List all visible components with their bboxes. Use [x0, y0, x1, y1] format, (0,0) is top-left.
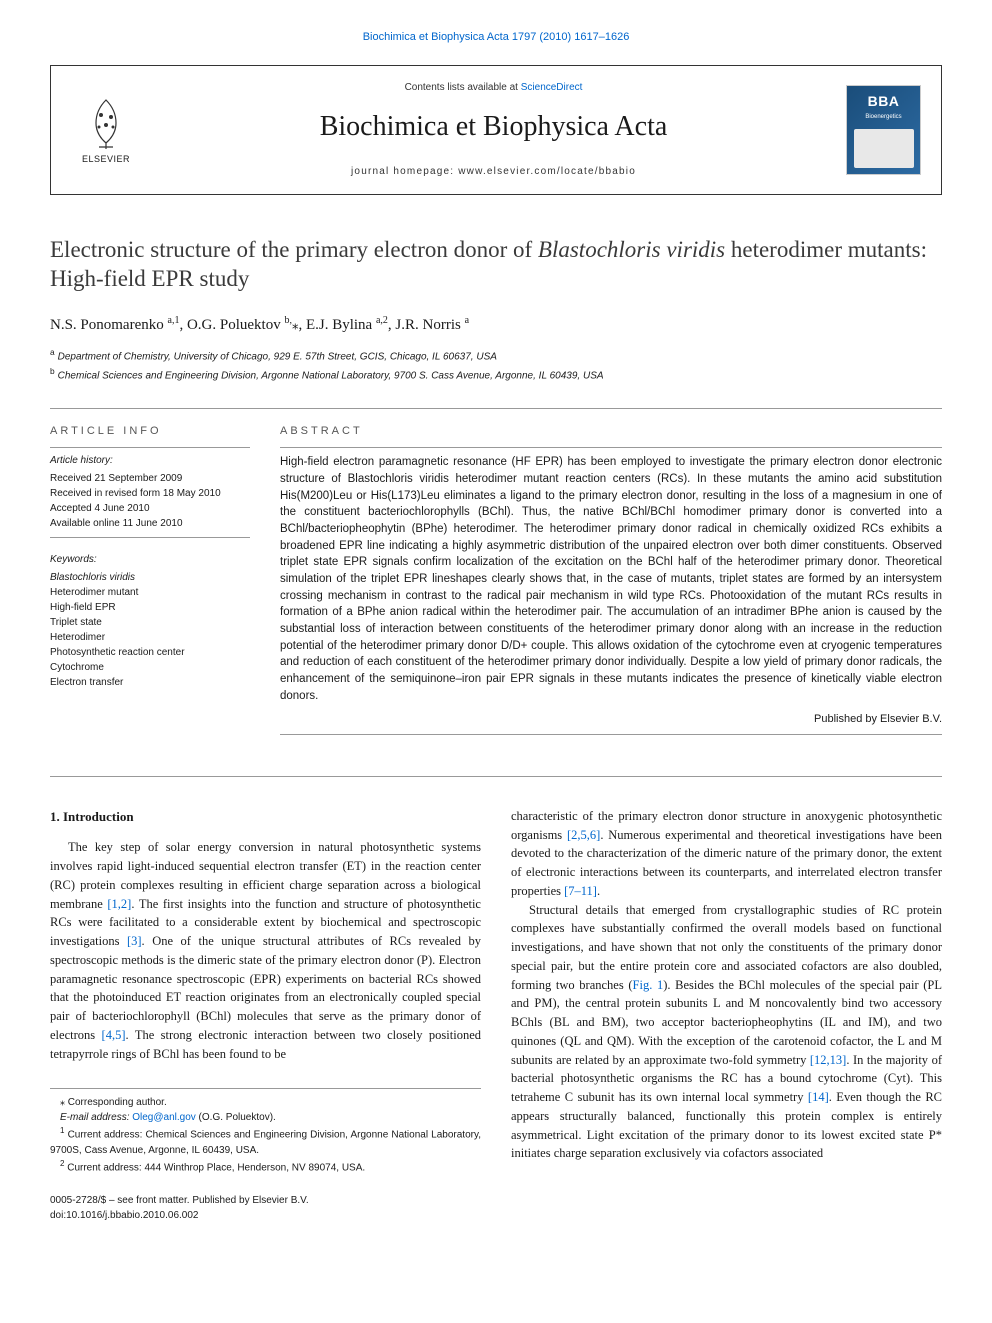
abstract-publisher: Published by Elsevier B.V.: [280, 712, 942, 727]
corresponding-mark: ⁎: [292, 317, 299, 332]
history-item: Received 21 September 2009: [50, 471, 250, 486]
contents-prefix: Contents lists available at: [405, 82, 521, 93]
article-info-column: ARTICLE INFO Article history: Received 2…: [50, 424, 250, 741]
title-part1: Electronic structure of the primary elec…: [50, 237, 538, 262]
keyword-item: Electron transfer: [50, 675, 250, 690]
author: J.R. Norris a: [395, 317, 469, 333]
abstract-divider: [280, 734, 942, 735]
journal-header: ELSEVIER Contents lists available at Sci…: [50, 65, 942, 194]
info-divider: [50, 447, 250, 448]
section-heading: 1. Introduction: [50, 807, 481, 827]
bba-cover-image: [854, 129, 914, 168]
elsevier-logo[interactable]: ELSEVIER: [71, 90, 141, 170]
journal-name: Biochimica et Biophysica Acta: [141, 107, 846, 146]
history-item: Accepted 4 June 2010: [50, 501, 250, 516]
issn-line: 0005-2728/$ – see front matter. Publishe…: [50, 1193, 481, 1208]
author-sup: a: [465, 315, 469, 326]
journal-citation-link[interactable]: Biochimica et Biophysica Acta 1797 (2010…: [50, 30, 942, 45]
keyword-item: Heterodimer: [50, 630, 250, 645]
author-name: N.S. Ponomarenko: [50, 317, 164, 333]
author-sup: a,1: [168, 315, 180, 326]
author-name: E.J. Bylina: [306, 317, 372, 333]
author-list: N.S. Ponomarenko a,1, O.G. Poluektov b,⁎…: [50, 314, 942, 336]
keywords-label: Keywords:: [50, 553, 250, 567]
keyword-item: Cytochrome: [50, 660, 250, 675]
author: O.G. Poluektov b,⁎: [187, 317, 299, 333]
affil-sup: b: [50, 366, 55, 376]
footnote-text: Current address: 444 Winthrop Place, Hen…: [67, 1162, 365, 1173]
footnote-address: 1 Current address: Chemical Sciences and…: [50, 1125, 481, 1157]
affiliation: bChemical Sciences and Engineering Divis…: [50, 365, 942, 383]
left-column: 1. Introduction The key step of solar en…: [50, 807, 481, 1223]
bba-badge-sub: Bioenergetics: [865, 113, 901, 121]
abstract-column: ABSTRACT High-field electron paramagneti…: [280, 424, 942, 741]
article-title: Electronic structure of the primary elec…: [50, 235, 942, 295]
article-info-heading: ARTICLE INFO: [50, 424, 250, 439]
affil-text: Department of Chemistry, University of C…: [58, 352, 497, 363]
body-paragraph: characteristic of the primary electron d…: [511, 807, 942, 901]
affiliation: aDepartment of Chemistry, University of …: [50, 346, 942, 364]
journal-homepage: journal homepage: www.elsevier.com/locat…: [141, 165, 846, 179]
right-column: characteristic of the primary electron d…: [511, 807, 942, 1223]
section-divider: [50, 776, 942, 777]
keyword-item: High-field EPR: [50, 600, 250, 615]
author-name: J.R. Norris: [395, 317, 460, 333]
keyword-item: Heterodimer mutant: [50, 585, 250, 600]
contents-available-line: Contents lists available at ScienceDirec…: [141, 81, 846, 95]
body-paragraph: Structural details that emerged from cry…: [511, 901, 942, 1164]
header-center: Contents lists available at ScienceDirec…: [141, 81, 846, 178]
history-item: Received in revised form 18 May 2010: [50, 486, 250, 501]
body-paragraph: The key step of solar energy conversion …: [50, 838, 481, 1063]
body-two-columns: 1. Introduction The key step of solar en…: [50, 807, 942, 1223]
sciencedirect-link[interactable]: ScienceDirect: [521, 82, 583, 93]
keyword-item: Photosynthetic reaction center: [50, 645, 250, 660]
doi-line: doi:10.1016/j.bbabio.2010.06.002: [50, 1208, 481, 1223]
footnote-text: Current address: Chemical Sciences and E…: [50, 1130, 481, 1156]
footnote-email: E-mail address: Oleg@anl.gov (O.G. Polue…: [50, 1110, 481, 1125]
abstract-heading: ABSTRACT: [280, 424, 942, 439]
email-link[interactable]: Oleg@anl.gov: [132, 1112, 196, 1123]
author-sup: a,2: [376, 315, 388, 326]
footnote-address: 2 Current address: 444 Winthrop Place, H…: [50, 1158, 481, 1175]
info-abstract-row: ARTICLE INFO Article history: Received 2…: [50, 424, 942, 741]
divider: [50, 408, 942, 409]
title-species: Blastochloris viridis: [538, 237, 725, 262]
bottom-meta: 0005-2728/$ – see front matter. Publishe…: [50, 1193, 481, 1223]
elsevier-tree-icon: [81, 95, 131, 150]
affil-sup: a: [50, 347, 55, 357]
bba-cover-thumbnail[interactable]: BBA Bioenergetics: [846, 85, 921, 175]
abstract-divider: [280, 447, 942, 448]
email-label: E-mail address:: [60, 1112, 132, 1123]
history-item: Available online 11 June 2010: [50, 516, 250, 531]
info-divider: [50, 537, 250, 538]
author: N.S. Ponomarenko a,1: [50, 317, 179, 333]
affiliations: aDepartment of Chemistry, University of …: [50, 346, 942, 383]
footnotes: ⁎ Corresponding author. E-mail address: …: [50, 1088, 481, 1175]
abstract-text: High-field electron paramagnetic resonan…: [280, 454, 942, 704]
bba-badge-text: BBA: [868, 92, 900, 112]
affil-text: Chemical Sciences and Engineering Divisi…: [58, 370, 604, 381]
author-sup: b,: [284, 315, 292, 326]
footnote-corresponding: ⁎ Corresponding author.: [50, 1095, 481, 1110]
author: E.J. Bylina a,2: [306, 317, 388, 333]
keyword-item: Blastochloris viridis: [50, 570, 250, 585]
email-suffix: (O.G. Poluektov).: [196, 1112, 276, 1123]
author-name: O.G. Poluektov: [187, 317, 281, 333]
history-label: Article history:: [50, 454, 250, 468]
keyword-item: Triplet state: [50, 615, 250, 630]
elsevier-label: ELSEVIER: [82, 153, 130, 166]
